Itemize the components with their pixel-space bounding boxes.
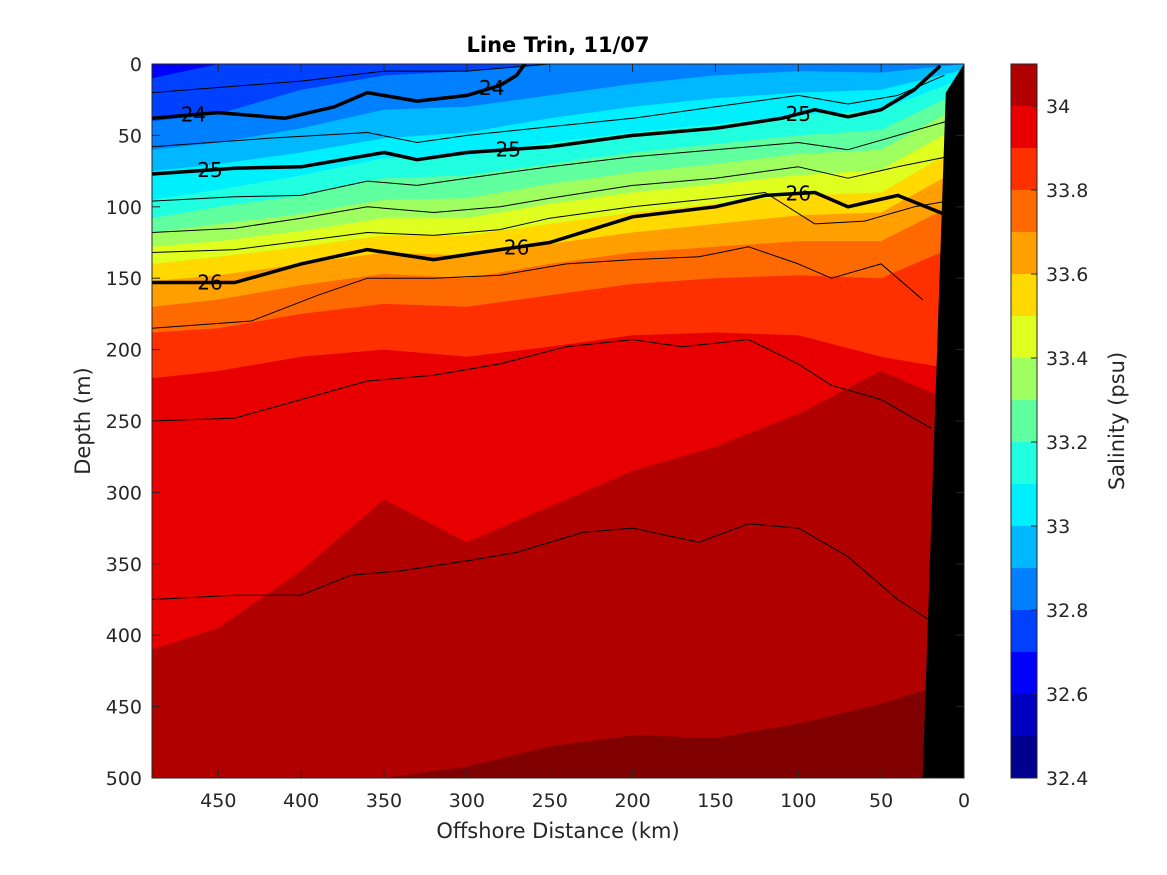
y-tick-label: 0 [130, 54, 142, 76]
contour-label-26: 26 [197, 270, 222, 294]
colorbar-segment-33.1 [1011, 442, 1037, 484]
colorbar-segment-32.4 [1011, 736, 1037, 778]
colorbar-segment-33.5 [1011, 274, 1037, 316]
density-contour-thin [152, 120, 948, 202]
x-tick-label: 400 [283, 790, 319, 812]
y-tick-label: 100 [106, 197, 142, 219]
colorbar-segment-34 [1011, 64, 1037, 106]
y-tick-label: 500 [106, 768, 142, 790]
contour-label-26: 26 [504, 235, 529, 259]
colorbar-tick-label: 33 [1046, 516, 1070, 538]
x-tick-label: 50 [869, 790, 893, 812]
salinity-band-34.1 [152, 678, 964, 778]
density-contour-thin [152, 339, 932, 429]
contour-label-25: 25 [496, 138, 521, 162]
colorbar-label: Salinity (psu) [1105, 352, 1129, 490]
plot-clip-group: 24 24 25 25 25 26 26 26 [152, 64, 964, 778]
x-tick-label: 150 [697, 790, 733, 812]
density-contour-thin [152, 523, 932, 622]
contour-label-24: 24 [479, 76, 504, 100]
density-contour-25 [152, 65, 941, 176]
contour-label-24: 24 [181, 103, 206, 127]
density-contour-thin [152, 156, 948, 233]
colorbar-tick-label: 33.6 [1046, 264, 1088, 286]
x-tick-label: 250 [532, 790, 568, 812]
y-tick-label: 50 [118, 125, 142, 147]
colorbar-segment-32.5 [1011, 694, 1037, 736]
colorbar-segment-33.9 [1011, 106, 1037, 148]
y-tick-label: 300 [106, 482, 142, 504]
density-contour-26 [152, 190, 950, 285]
colorbar-segment-33.3 [1011, 358, 1037, 400]
y-tick-label: 450 [106, 697, 142, 719]
colorbar-tick-label: 32.6 [1046, 684, 1088, 706]
density-contour-thin [152, 192, 948, 253]
density-contour-thin [152, 246, 924, 329]
x-axis-label: Offshore Distance (km) [436, 819, 679, 843]
density-contour-24 [152, 64, 527, 121]
colorbar-tick-label: 34 [1046, 96, 1070, 118]
plot-area: 24 24 25 25 25 26 26 26 [152, 64, 964, 778]
x-tick-label: 300 [449, 790, 485, 812]
x-tick-label: 200 [614, 790, 650, 812]
colorbar-frame [1010, 63, 1038, 779]
colorbar-segment-32.9 [1011, 526, 1037, 568]
contour-label-25: 25 [786, 102, 811, 126]
colorbar-segment-33.4 [1011, 316, 1037, 358]
colorbar-segment-33 [1011, 484, 1037, 526]
colorbar-tick-label: 33.4 [1046, 348, 1088, 370]
colorbar-segment-32.8 [1011, 568, 1037, 610]
x-tick-label: 0 [958, 790, 970, 812]
salinity-band-34 [152, 371, 964, 778]
colorbar-tick-label: 32.8 [1046, 600, 1088, 622]
x-tick-label: 450 [200, 790, 236, 812]
colorbar-segment-33.6 [1011, 232, 1037, 274]
colorbar-segment-32.7 [1011, 610, 1037, 652]
density-contour-thin [152, 74, 945, 148]
chart-title: Line Trin, 11/07 [466, 33, 649, 57]
y-axis-label: Depth (m) [71, 367, 95, 474]
y-tick-label: 400 [106, 625, 142, 647]
y-tick-label: 150 [106, 268, 142, 290]
colorbar-segment-33.8 [1011, 148, 1037, 190]
contour-label-25: 25 [197, 158, 222, 182]
colorbar-tick-label: 33.2 [1046, 432, 1088, 454]
colorbar: 32.4 32.6 32.8 33 33.2 33.4 33.6 33.8 34 [1010, 63, 1088, 790]
colorbar-segment-32.6 [1011, 652, 1037, 694]
axes: 450 400 350 300 250 200 150 100 50 00501001502002… [106, 54, 970, 812]
colorbar-segment-33.2 [1011, 400, 1037, 442]
bathymetry-mask [922, 64, 964, 778]
x-tick-label: 100 [780, 790, 816, 812]
colorbar-tick-label: 32.4 [1046, 768, 1088, 790]
colorbar-tick-label: 33.8 [1046, 180, 1088, 202]
x-tick-label: 350 [366, 790, 402, 812]
y-tick-label: 200 [106, 340, 142, 362]
colorbar-segment-33.7 [1011, 190, 1037, 232]
contour-label-26: 26 [786, 181, 811, 205]
density-contour-thin [152, 64, 948, 94]
y-tick-label: 250 [106, 411, 142, 433]
y-tick-label: 350 [106, 554, 142, 576]
